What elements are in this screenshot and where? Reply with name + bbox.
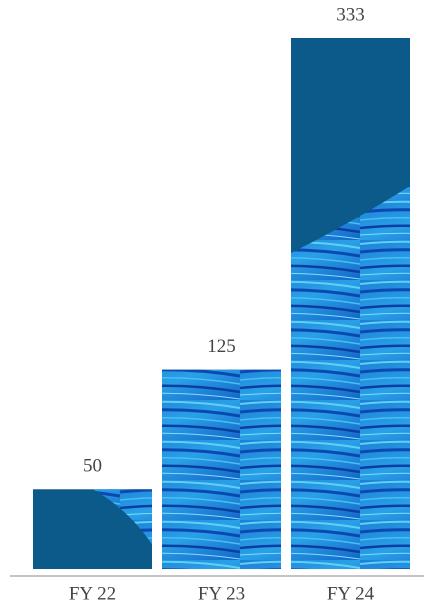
x-tick-label: FY 22 (69, 583, 116, 604)
value-label: 125 (207, 336, 236, 357)
bar-texture (291, 186, 410, 569)
bar-texture (162, 369, 281, 569)
bar-texture (93, 489, 152, 545)
x-tick-label: FY 24 (327, 583, 375, 604)
value-label: 333 (336, 4, 365, 25)
value-label: 50 (83, 456, 102, 477)
x-tick-label: FY 23 (198, 583, 245, 604)
